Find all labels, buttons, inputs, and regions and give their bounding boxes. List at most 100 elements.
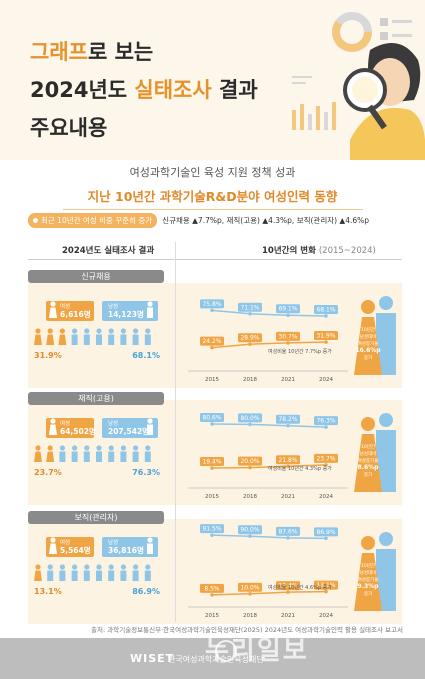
year-tick-hire-2021: 2021	[281, 377, 295, 383]
side-note-hire-4: 16.6%p	[355, 347, 381, 354]
female-point-label-employ-2018: 20.0%	[240, 458, 259, 465]
male-box-icon-employ	[147, 418, 153, 435]
female-point-manager-2015	[210, 593, 214, 597]
male-silhouette-head-manager	[379, 532, 393, 546]
year-tick-hire-2018: 2018	[243, 377, 257, 383]
side-note-employ-5: 증가	[364, 471, 372, 478]
title-line-2: 2024년도 실태조사 결과	[30, 78, 258, 102]
watermark-text: 누리일보	[205, 636, 309, 666]
male-point-employ-2018	[248, 422, 252, 427]
male-pct-employ: 76.3%	[132, 468, 160, 477]
male-count-box-employ	[102, 418, 158, 438]
side-note-manager-4: 9.3%p	[358, 583, 380, 590]
male-point-label-manager-2018: 90.0%	[240, 527, 259, 534]
male-point-label-bg-manager-2021	[276, 526, 300, 536]
female-point-label-employ-2021: 21.8%	[278, 457, 297, 464]
block-label-manager: 보직(관리자)	[28, 511, 164, 524]
male-point-label-bg-hire-2021	[276, 304, 300, 314]
side-note-hire-2: 남성대비	[360, 333, 377, 340]
female-series-line-employ	[211, 464, 327, 469]
male-silhouette-head-employ	[379, 413, 393, 427]
male-figure-employ-9	[132, 445, 139, 462]
male-tag-manager: 남성	[108, 538, 118, 546]
female-series-line-manager	[211, 590, 327, 596]
block-bg-manager	[28, 519, 402, 624]
block-label-hire: 신규채용	[28, 270, 164, 283]
male-figure-manager-2	[47, 564, 54, 581]
bullet-icon	[33, 217, 38, 223]
male-point-hire-2021	[286, 313, 290, 318]
footer-brand: WISET	[130, 652, 175, 665]
watermark-logo-icon	[215, 640, 237, 662]
male-point-employ-2024	[324, 425, 328, 429]
female-point-label-bg-hire-2015	[200, 336, 224, 346]
male-figure-manager-4	[71, 564, 78, 581]
female-pct-hire: 31.9%	[34, 351, 62, 360]
side-note-employ-1: 10년간	[361, 443, 375, 450]
male-box-icon-manager	[147, 537, 153, 554]
female-point-label-bg-employ-2015	[200, 457, 224, 467]
male-box-icon-hire	[147, 301, 153, 318]
female-point-label-bg-manager-2015	[200, 583, 224, 593]
female-series-line-hire	[211, 341, 327, 349]
section-title: 지난 10년간 과학기술R&D분야 여성인력 동향	[87, 189, 338, 204]
column-header-rule	[28, 259, 402, 260]
male-count-manager: 36,816명	[108, 545, 144, 555]
female-point-hire-2015	[210, 345, 214, 350]
female-point-label-hire-2021: 30.7%	[278, 333, 297, 340]
female-tag-employ: 여성	[60, 419, 70, 427]
side-note-manager-3: 여성증가율	[358, 576, 379, 583]
side-note-hire-5: 증가	[364, 354, 372, 361]
female-silhouette-body-hire	[354, 317, 382, 375]
side-note-manager-2: 남성대비	[360, 569, 377, 576]
male-point-label-employ-2021: 78.2%	[278, 416, 297, 423]
female-figure-manager-1	[34, 564, 42, 581]
female-tag-hire: 여성	[60, 302, 70, 310]
male-tag-hire: 남성	[108, 302, 118, 310]
male-figure-employ-7	[108, 445, 115, 462]
male-silhouette-body-manager	[376, 549, 396, 611]
male-point-manager-2024	[324, 536, 328, 541]
female-figure-employ-1	[34, 445, 42, 462]
male-figure-hire-6	[96, 328, 102, 345]
male-point-label-bg-manager-2024	[314, 527, 338, 537]
side-note-employ-4: 8.6%p	[358, 464, 380, 471]
male-tag-employ: 남성	[108, 419, 118, 427]
female-point-employ-2024	[324, 463, 328, 467]
female-figure-employ-2	[46, 445, 55, 462]
male-point-hire-2018	[248, 312, 252, 316]
year-tick-employ-2021: 2021	[281, 494, 295, 500]
female-tag-manager: 여성	[60, 538, 70, 546]
female-point-employ-2015	[210, 466, 214, 470]
male-point-label-bg-employ-2018	[238, 413, 262, 423]
male-figure-manager-3	[59, 564, 66, 581]
male-point-label-bg-hire-2018	[238, 302, 262, 312]
female-point-label-bg-hire-2021	[276, 331, 300, 341]
year-tick-manager-2015: 2015	[205, 613, 219, 619]
male-point-manager-2018	[248, 534, 252, 538]
male-figure-hire-7	[108, 328, 115, 345]
male-point-label-employ-2018: 80.0%	[240, 415, 259, 422]
male-point-label-manager-2015: 91.5%	[202, 526, 221, 533]
column-divider	[175, 242, 176, 622]
female-figure-hire-1	[34, 328, 42, 345]
year-tick-hire-2015: 2015	[205, 377, 219, 383]
female-point-label-bg-manager-2021	[276, 581, 300, 591]
female-point-employ-2018	[248, 465, 252, 470]
section-heading: 여성과학기술인 육성 지원 정책 성과 지난 10년간 과학기술R&D분야 여성…	[0, 162, 425, 210]
male-figure-hire-5	[83, 328, 90, 345]
male-point-employ-2021	[286, 423, 290, 428]
female-count-hire: 6,616명	[60, 309, 91, 319]
side-note-hire-3: 여성증가율	[358, 340, 379, 347]
male-silhouette-body-hire	[376, 313, 396, 375]
person-with-magnifier-illustration	[343, 42, 425, 160]
year-tick-hire-2024: 2024	[319, 377, 333, 383]
female-silhouette-head-manager	[361, 536, 375, 550]
male-point-label-bg-employ-2021	[276, 414, 300, 424]
summary-pill-text: 최근 10년간 여성 비중 꾸준히 증가	[41, 215, 153, 225]
male-point-employ-2015	[210, 422, 214, 426]
year-tick-employ-2018: 2018	[243, 494, 257, 500]
female-point-label-bg-employ-2021	[276, 455, 300, 465]
male-figure-hire-4	[71, 328, 78, 345]
female-point-label-manager-2018: 10.0%	[240, 584, 259, 591]
